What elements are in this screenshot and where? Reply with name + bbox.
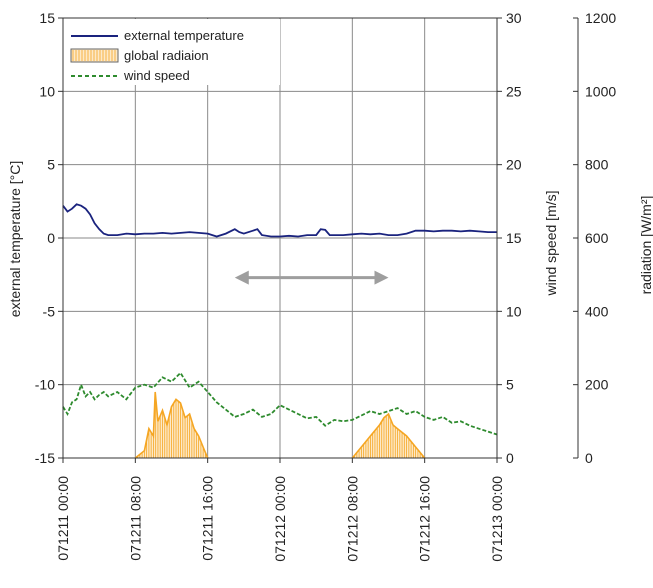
wind-axis-tick-label: 0 xyxy=(506,450,514,466)
radiation-axis-tick-label: 0 xyxy=(585,450,593,466)
radiation-axis-label: radiation [W/m²] xyxy=(638,196,653,295)
radiation-axis-tick-label: 600 xyxy=(585,230,609,246)
wind-axis-ticks: 30 25 20 15 10 5 0 xyxy=(497,10,522,466)
x-axis-tick-label: 071212 08:00 xyxy=(344,476,360,562)
radiation-axis-tick-label: 1000 xyxy=(585,83,616,99)
wind-axis-tick-label: 5 xyxy=(506,377,514,393)
legend-wind-label: wind speed xyxy=(123,68,190,83)
wind-axis-tick-label: 25 xyxy=(506,83,522,99)
annotation-arrow-right-head xyxy=(374,270,389,285)
series-global-radiation xyxy=(134,391,426,459)
left-axis-label: external temperature [°C] xyxy=(7,161,23,318)
x-axis-tick-label: 071213 00:00 xyxy=(489,476,505,562)
temperature-line xyxy=(62,203,497,238)
radiation-axis-ticks: 1200 1000 800 600 400 200 0 xyxy=(573,10,616,466)
radiation-axis-tick-label: 800 xyxy=(585,157,609,173)
legend-temperature-label: external temperature xyxy=(124,28,244,43)
series-external-temperature xyxy=(62,203,497,238)
left-axis-ticks: 15 10 5 0 -5 -10 -15 xyxy=(35,10,63,466)
radiation-axis-tick-label: 1200 xyxy=(585,10,616,26)
x-axis-tick-label: 071211 08:00 xyxy=(127,476,143,561)
annotation-arrow xyxy=(234,270,389,285)
wind-axis-tick-label: 15 xyxy=(506,230,522,246)
radiation-axis-tick-label: 200 xyxy=(585,377,609,393)
radiation-line xyxy=(351,412,426,459)
x-axis-ticks: 071211 00:00 071211 08:00 071211 16:00 0712… xyxy=(55,458,505,562)
wind-axis-tick-label: 20 xyxy=(506,157,522,173)
wind-axis-label: wind speed [m/s] xyxy=(543,190,559,296)
left-axis-tick-label: -10 xyxy=(35,377,55,393)
x-axis-tick-label: 071212 00:00 xyxy=(272,476,288,562)
legend: external temperature global radiaion win… xyxy=(64,19,280,85)
left-axis-tick-label: 10 xyxy=(39,83,55,99)
wind-axis-tick-label: 10 xyxy=(506,303,522,319)
radiation-axis-tick-label: 400 xyxy=(585,303,609,319)
legend-radiation-hatch xyxy=(72,50,116,61)
left-axis-tick-label: -5 xyxy=(43,303,56,319)
radiation-line xyxy=(134,391,209,459)
series-wind-speed xyxy=(62,371,498,436)
legend-radiation-label: global radiaion xyxy=(124,48,209,63)
left-axis-tick-label: -15 xyxy=(35,450,55,466)
annotation-arrow-left-head xyxy=(234,270,249,285)
x-axis-tick-label: 071211 16:00 xyxy=(200,476,216,561)
left-axis-tick-label: 5 xyxy=(47,157,55,173)
left-axis-tick-label: 15 xyxy=(39,10,55,26)
x-axis-tick-label: 071212 16:00 xyxy=(417,476,433,562)
legend-radiation-swatch xyxy=(70,48,119,63)
wind-axis-tick-label: 30 xyxy=(506,10,522,26)
left-axis-tick-label: 0 xyxy=(47,230,55,246)
x-axis-tick-label: 071211 00:00 xyxy=(55,476,71,561)
wind-speed-line xyxy=(62,371,498,436)
